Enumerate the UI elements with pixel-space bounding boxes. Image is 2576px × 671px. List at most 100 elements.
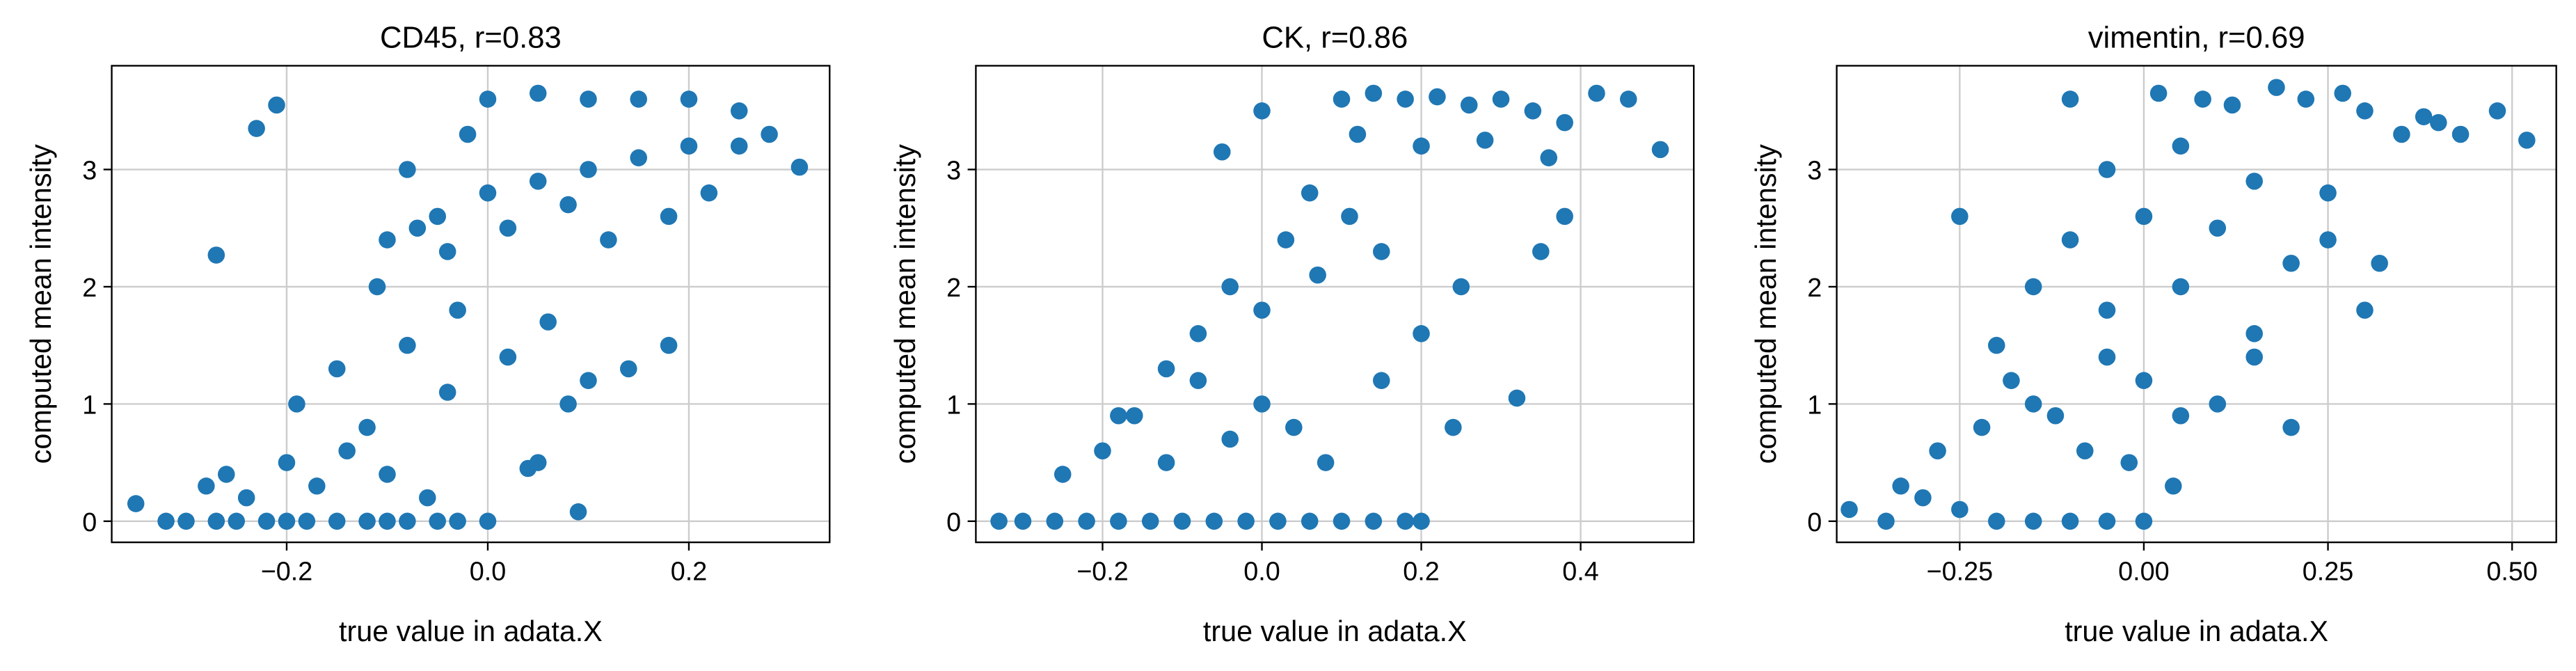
scatter-point bbox=[2003, 372, 2020, 389]
scatter-point bbox=[228, 512, 246, 530]
scatter-point bbox=[529, 84, 547, 102]
scatter-point bbox=[2120, 454, 2138, 471]
scatter-point bbox=[177, 512, 195, 530]
y-tick-label: 1 bbox=[946, 391, 961, 420]
scatter-point bbox=[1309, 266, 1326, 284]
scatter-point bbox=[1540, 149, 1558, 166]
scatter-point bbox=[680, 137, 698, 155]
y-tick-label: 2 bbox=[82, 274, 97, 303]
scatter-point bbox=[2415, 108, 2433, 125]
scatter-point bbox=[379, 466, 396, 483]
scatter-point bbox=[1951, 207, 1969, 226]
x-tick-label: 0.50 bbox=[2486, 557, 2538, 586]
chart-title: vimentin, r=0.69 bbox=[2088, 20, 2305, 54]
scatter-point bbox=[1333, 90, 1351, 108]
scatter-point bbox=[1365, 84, 1383, 102]
scatter-point bbox=[338, 442, 356, 460]
plot-frame bbox=[1836, 65, 2557, 544]
scatter-point bbox=[2172, 406, 2190, 425]
x-tick-label: −0.2 bbox=[261, 557, 313, 586]
chart-title: CD45, r=0.83 bbox=[380, 20, 562, 54]
scatter-point bbox=[479, 90, 497, 108]
x-axis-label: true value in adata.X bbox=[339, 615, 603, 647]
scatter-point bbox=[1372, 372, 1390, 389]
scatter-point bbox=[2098, 348, 2116, 366]
scatter-point bbox=[328, 360, 346, 378]
scatter-point bbox=[2282, 418, 2300, 436]
scatter-point bbox=[288, 395, 305, 413]
scatter-point bbox=[990, 512, 1008, 530]
scatter-point bbox=[1301, 184, 1319, 202]
scatter-point bbox=[1951, 500, 1969, 519]
x-axis-label: true value in adata.X bbox=[1203, 615, 1467, 647]
scatter-point bbox=[1221, 430, 1239, 448]
scatter-point bbox=[429, 207, 447, 226]
scatter-point bbox=[2149, 84, 2168, 102]
scatter-point bbox=[248, 120, 265, 137]
scatter-point bbox=[1413, 325, 1430, 342]
scatter-point bbox=[1413, 512, 1430, 530]
scatter-point bbox=[257, 512, 276, 530]
x-tick-label: −0.2 bbox=[1076, 557, 1129, 586]
scatter-point bbox=[308, 477, 326, 495]
scatter-point bbox=[1429, 88, 1446, 106]
scatter-point bbox=[2393, 125, 2410, 143]
scatter-point bbox=[419, 489, 436, 507]
scatter-point bbox=[1173, 512, 1191, 530]
scatter-point bbox=[1929, 442, 1946, 460]
scatter-point bbox=[127, 495, 145, 512]
scatter-point bbox=[559, 196, 577, 214]
scatter-point bbox=[660, 207, 678, 226]
x-axis-label: true value in adata.X bbox=[2065, 615, 2328, 647]
scatter-point bbox=[2024, 512, 2042, 530]
scatter-point bbox=[1078, 512, 1095, 530]
scatter-point bbox=[2209, 395, 2227, 413]
scatter-point bbox=[278, 512, 296, 530]
scatter-point bbox=[539, 313, 557, 331]
y-tick-label: 1 bbox=[1807, 391, 1822, 420]
scatter-point bbox=[630, 90, 648, 108]
scatter-point bbox=[1157, 360, 1175, 378]
scatter-point bbox=[237, 489, 255, 507]
y-tick-label: 2 bbox=[1807, 274, 1822, 303]
scatter-point bbox=[1269, 512, 1287, 530]
scatter-point bbox=[2098, 301, 2116, 319]
scatter-point bbox=[1094, 442, 1111, 460]
scatter-point bbox=[730, 102, 748, 120]
scatter-point bbox=[1397, 90, 1414, 108]
scatter-point bbox=[358, 418, 376, 436]
scatter-point bbox=[438, 384, 456, 401]
scatter-point bbox=[2024, 278, 2042, 296]
scatter-point bbox=[2172, 137, 2190, 155]
x-tick-label: 0.2 bbox=[671, 557, 708, 586]
scatter-point bbox=[1046, 512, 1064, 530]
scatter-point bbox=[157, 512, 175, 530]
y-tick-label: 3 bbox=[946, 157, 961, 186]
scatter-point bbox=[700, 184, 718, 202]
scatter-point bbox=[2209, 219, 2227, 237]
scatter-point bbox=[660, 336, 678, 354]
scatter-point bbox=[1333, 512, 1351, 530]
scatter-point bbox=[1213, 143, 1231, 161]
scatter-point bbox=[479, 184, 497, 202]
scatter-point bbox=[1556, 207, 1573, 226]
scatter-point bbox=[1445, 418, 1462, 436]
scatter-point bbox=[1476, 132, 1494, 149]
scatter-point bbox=[2135, 372, 2153, 389]
scatter-point bbox=[1054, 466, 1072, 483]
y-tick-label: 0 bbox=[82, 508, 97, 537]
scatter-point bbox=[399, 161, 416, 178]
y-tick-label: 1 bbox=[82, 391, 97, 420]
scatter-point bbox=[1189, 325, 1207, 342]
scatter-point bbox=[1110, 512, 1127, 530]
scatter-point bbox=[207, 512, 225, 530]
scatter-point bbox=[1532, 243, 1550, 260]
x-tick-label: 0.00 bbox=[2118, 557, 2170, 586]
scatter-point bbox=[268, 96, 285, 114]
scatter-point bbox=[730, 137, 748, 155]
scatter-point bbox=[1651, 141, 1669, 159]
scatter-point bbox=[218, 466, 235, 483]
scatter-point bbox=[1221, 278, 1239, 296]
scatter-point bbox=[1285, 418, 1303, 436]
